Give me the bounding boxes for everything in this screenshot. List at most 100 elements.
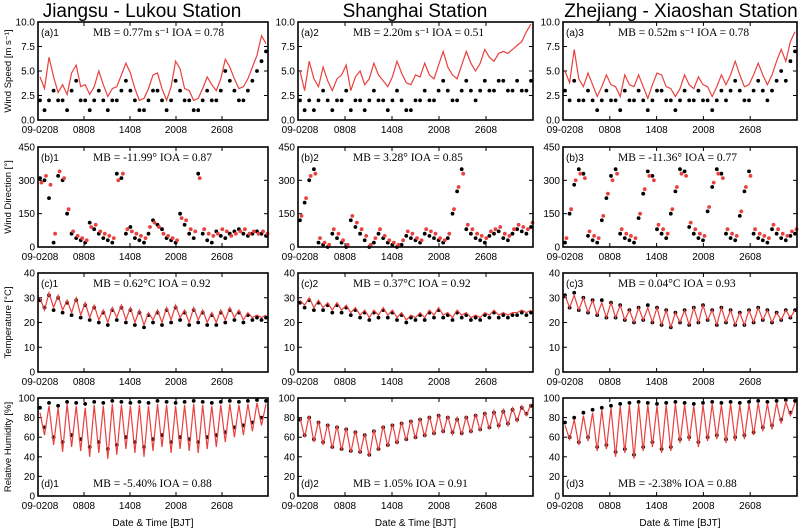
panel-label: (a)3 bbox=[566, 28, 584, 39]
x-tick-label: 1408 bbox=[381, 501, 404, 512]
column-title: Jiangsu - Lukou Station bbox=[43, 1, 242, 22]
data-point-observed bbox=[205, 238, 210, 243]
data-point-observed bbox=[459, 315, 464, 320]
data-point-observed bbox=[178, 88, 183, 93]
data-point-observed bbox=[105, 323, 110, 327]
x-tick-label: 2608 bbox=[211, 252, 234, 263]
data-point-observed bbox=[321, 88, 325, 93]
data-point-observed bbox=[65, 211, 69, 216]
data-point-model bbox=[234, 231, 238, 236]
data-point-observed bbox=[783, 398, 788, 402]
y-tick-label: 150 bbox=[278, 209, 295, 220]
data-point-observed bbox=[169, 98, 174, 103]
data-point-observed bbox=[205, 323, 210, 327]
data-point-model bbox=[308, 174, 313, 178]
data-point-model bbox=[470, 227, 475, 232]
stats-text: MB = 0.62°C IOA = 0.92 bbox=[93, 278, 211, 290]
data-point-observed bbox=[422, 231, 427, 236]
data-point-observed bbox=[399, 98, 404, 103]
data-point-model bbox=[776, 227, 780, 232]
data-point-model bbox=[116, 178, 121, 183]
data-point-model bbox=[624, 231, 629, 236]
x-tick-label: 1408 bbox=[381, 125, 404, 136]
data-point-observed bbox=[404, 108, 409, 113]
data-point-model bbox=[573, 178, 578, 183]
y-tick-label: 0 bbox=[554, 492, 560, 503]
data-point-observed bbox=[599, 218, 604, 223]
data-point-model bbox=[762, 234, 767, 238]
data-point-observed bbox=[756, 236, 761, 241]
data-point-model bbox=[507, 234, 512, 238]
x-tick-label: 2608 bbox=[211, 501, 234, 512]
data-point-observed bbox=[246, 399, 250, 403]
data-point-model bbox=[596, 236, 601, 241]
x-tick-label: 0808 bbox=[73, 252, 96, 263]
data-point-model bbox=[318, 236, 322, 241]
data-point-model bbox=[569, 207, 573, 212]
panel-label: (d)1 bbox=[41, 479, 59, 490]
data-point-observed bbox=[241, 320, 246, 325]
x-tick-label: 09-0208 bbox=[547, 125, 584, 136]
data-point-observed bbox=[618, 108, 623, 113]
panel-b1: 0 150 300 450 09-0208 0808 1408 2008 2608 (b)1 MB … bbox=[3, 143, 270, 263]
data-point-model bbox=[157, 225, 161, 229]
data-point-model bbox=[452, 207, 456, 212]
column-title: Zhejiang - Xiaoshan Station bbox=[564, 1, 797, 22]
data-point-model bbox=[57, 169, 62, 174]
y-tick-label: 150 bbox=[18, 209, 35, 220]
data-point-observed bbox=[241, 98, 246, 103]
panel-label: (a)2 bbox=[301, 28, 319, 39]
data-point-observed bbox=[160, 98, 164, 103]
data-point-observed bbox=[691, 231, 696, 236]
y-tick-label: 60 bbox=[284, 433, 296, 444]
x-tick-label: 1408 bbox=[119, 252, 142, 263]
data-point-observed bbox=[69, 313, 74, 317]
data-point-model bbox=[359, 227, 364, 232]
y-tick-label: 30 bbox=[284, 293, 296, 304]
stats-text: MB = 0.04°C IOA = 0.93 bbox=[618, 278, 736, 290]
data-point-model bbox=[447, 231, 452, 236]
data-point-model bbox=[93, 222, 98, 227]
data-point-model bbox=[188, 227, 193, 232]
panel-d1: 0 20 40 60 80 100 09-0208 0808 1408 2008 2608 (d)1 M… bbox=[3, 394, 269, 529]
data-point-observed bbox=[237, 400, 241, 404]
data-point-observed bbox=[714, 98, 719, 103]
data-point-observed bbox=[227, 78, 232, 83]
data-point-observed bbox=[751, 231, 756, 236]
data-point-observed bbox=[756, 399, 761, 403]
data-point-observed bbox=[348, 313, 353, 317]
data-point-observed bbox=[105, 238, 110, 243]
stats-text: MB = 0.77m s⁻¹ IOA = 0.78 bbox=[93, 27, 224, 39]
data-point-observed bbox=[65, 400, 69, 404]
column-title: Shanghai Station bbox=[343, 1, 488, 22]
y-tick-label: 20 bbox=[284, 318, 296, 329]
y-axis-label: Relative Humidity [%] bbox=[3, 402, 14, 492]
data-point-observed bbox=[650, 98, 655, 103]
data-point-observed bbox=[788, 59, 793, 64]
data-point-model bbox=[148, 225, 152, 229]
x-tick-label: 09-0208 bbox=[547, 501, 584, 512]
y-tick-label: 20 bbox=[24, 472, 36, 483]
plot-frame bbox=[297, 21, 534, 121]
data-point-observed bbox=[747, 400, 751, 404]
data-point-model bbox=[684, 174, 688, 178]
data-point-model bbox=[619, 227, 624, 232]
x-tick-label: 2608 bbox=[475, 125, 498, 136]
data-point-observed bbox=[250, 318, 255, 322]
data-point-model bbox=[193, 229, 198, 234]
y-tick-label: 30 bbox=[549, 293, 561, 304]
data-point-observed bbox=[51, 240, 56, 245]
data-point-observed bbox=[160, 323, 164, 327]
x-axis-label: Date & Time [BJT] bbox=[639, 518, 720, 529]
data-point-model bbox=[405, 229, 410, 234]
data-point-observed bbox=[464, 78, 469, 83]
data-point-observed bbox=[563, 240, 567, 245]
data-point-model bbox=[211, 234, 216, 238]
panel-label: (d)2 bbox=[301, 479, 319, 490]
data-point-observed bbox=[173, 78, 178, 83]
panel-b2: 0 150 300 450 09-0208 0808 1408 2008 2608 (b)2 MB … bbox=[278, 143, 535, 263]
data-point-model bbox=[702, 234, 707, 238]
data-point-observed bbox=[441, 315, 446, 320]
x-tick-label: 1408 bbox=[645, 377, 668, 388]
data-point-observed bbox=[302, 305, 307, 310]
